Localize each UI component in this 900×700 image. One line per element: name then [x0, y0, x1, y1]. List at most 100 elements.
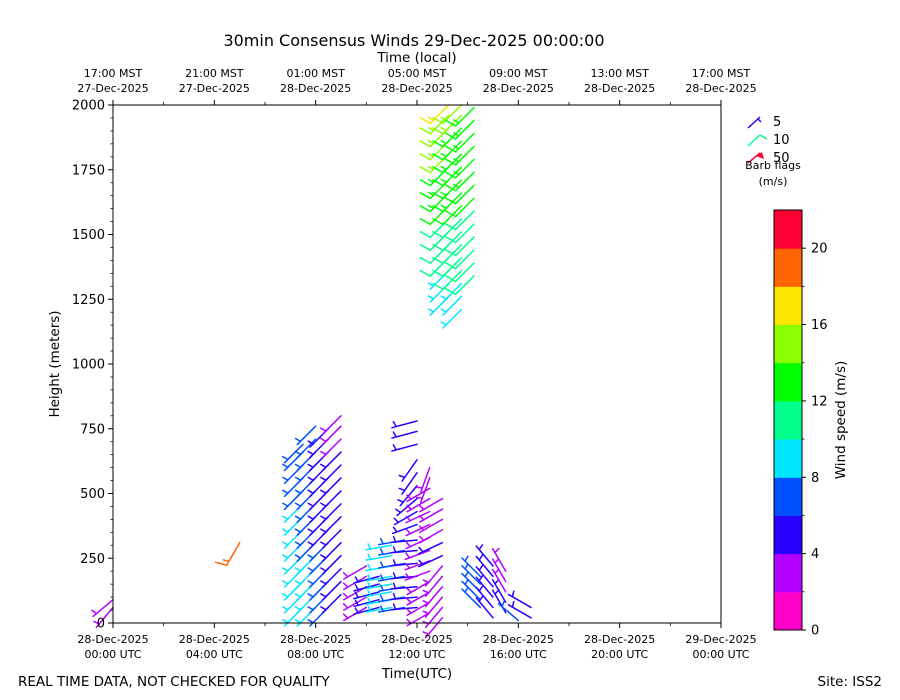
- wind-barb: [365, 574, 393, 582]
- wind-barb: [444, 171, 475, 192]
- wind-barb: [507, 590, 532, 609]
- legend-label: 10: [773, 133, 790, 148]
- barb-half-tick: [367, 574, 372, 581]
- x-top-tick-label-time: 05:00 MST: [388, 67, 447, 80]
- barb-half-tick: [342, 603, 349, 609]
- barb-half-tick: [282, 606, 289, 611]
- x-top-tick-label-time: 21:00 MST: [185, 67, 244, 80]
- x-tick-label-time: 12:00 UTC: [388, 648, 445, 661]
- wind-barb: [406, 601, 431, 617]
- wind-barb: [418, 554, 444, 568]
- wind-barb: [391, 443, 418, 452]
- wind-barb: [415, 477, 431, 504]
- barb-half-tick: [478, 575, 484, 582]
- barb-half-tick: [282, 541, 289, 546]
- barb-half-tick: [453, 183, 460, 189]
- wind-barb: [475, 595, 494, 619]
- wind-barb: [440, 308, 463, 329]
- barb-half-tick: [440, 204, 447, 210]
- wind-barb: [422, 565, 444, 587]
- wind-barb: [353, 583, 380, 592]
- barb-half-tick: [392, 603, 397, 611]
- barb-half-tick: [320, 606, 327, 611]
- barb-half-tick: [307, 554, 314, 559]
- wind-barb: [320, 490, 342, 511]
- barb-half-tick: [367, 589, 372, 597]
- barb-half-tick: [354, 584, 359, 591]
- wind-barb: [406, 580, 431, 596]
- wind-barb: [491, 547, 507, 572]
- barb-half-tick: [478, 595, 484, 603]
- barb-half-tick: [294, 606, 302, 611]
- wind-barb: [406, 497, 431, 513]
- wind-barb: [365, 605, 393, 613]
- wind-barb: [342, 565, 368, 580]
- barb-half-tick: [379, 548, 384, 555]
- barb-half-tick: [427, 126, 435, 132]
- x-top-tick-label-time: 17:00 MST: [692, 67, 751, 80]
- barb-half-tick: [440, 152, 447, 158]
- barb-half-tick: [440, 321, 447, 326]
- barb-half-tick: [282, 489, 289, 494]
- x-top-tick-label-time: 17:00 MST: [84, 67, 143, 80]
- barb-half-tick: [320, 476, 327, 481]
- barb-half-tick: [392, 582, 397, 590]
- wind-barb: [320, 451, 342, 472]
- wind-barb: [320, 593, 342, 614]
- barb-half-tick: [392, 420, 397, 428]
- legend-label: 50: [773, 151, 790, 166]
- x-tick-label-date: 29-Dec-2025: [685, 633, 756, 646]
- x-tick-label-time: 00:00 UTC: [84, 648, 141, 661]
- wind-barb: [444, 145, 475, 166]
- wind-barb: [444, 275, 475, 296]
- barb-half-tick: [307, 476, 314, 481]
- barb-full-tick: [419, 153, 432, 161]
- barb-full-tick: [444, 274, 457, 283]
- barb-half-tick: [422, 610, 430, 615]
- barb-staff: [454, 275, 475, 296]
- colorbar-segment: [774, 515, 802, 555]
- barb-half-tick: [354, 599, 359, 607]
- barb-half-tick: [440, 295, 447, 300]
- wind-barb: [404, 560, 431, 571]
- barb-half-tick: [453, 119, 460, 124]
- x-top-tick-label-date: 28-Dec-2025: [685, 82, 756, 95]
- barb-half-tick: [294, 463, 302, 469]
- barb-full-tick: [432, 282, 444, 290]
- barb-half-tick: [392, 526, 398, 533]
- wind-barb: [353, 591, 380, 600]
- y-tick-label: 2000: [72, 99, 105, 114]
- barb-full-tick: [432, 127, 444, 135]
- top-axis-title: Time (local): [376, 50, 456, 66]
- x-axis-label: Time(UTC): [381, 666, 452, 682]
- barb-half-tick: [379, 605, 384, 612]
- y-tick-label: 1000: [72, 358, 105, 373]
- barb-full-tick: [444, 184, 457, 192]
- barb-half-tick: [440, 178, 447, 184]
- barb-half-tick: [478, 585, 484, 592]
- barb-half-tick: [494, 547, 500, 554]
- barb-full-tick: [419, 230, 432, 239]
- legend-label: 5: [773, 115, 781, 130]
- colorbar-segment: [774, 248, 802, 287]
- barb-half-tick: [294, 502, 302, 507]
- barb-half-tick: [294, 528, 302, 533]
- x-top-tick-label-time: 09:00 MST: [489, 67, 548, 80]
- barb-full-tick: [419, 116, 432, 125]
- barb-full-tick: [419, 269, 432, 277]
- barb-half-tick: [478, 564, 484, 572]
- barb-full-tick: [419, 166, 432, 174]
- barb-half-tick: [320, 541, 327, 546]
- colorbar-segment: [774, 477, 802, 516]
- barb-half-tick: [282, 502, 289, 507]
- barb-half-tick: [405, 528, 411, 535]
- wind-barb: [406, 591, 431, 606]
- barb-half-tick: [367, 581, 372, 589]
- barb-staff: [454, 197, 475, 218]
- barb-full-tick: [444, 119, 457, 127]
- plot-background: [113, 105, 721, 623]
- barb-half-tick: [405, 562, 411, 569]
- barb-half-tick: [307, 567, 314, 572]
- barb-half-tick: [367, 543, 372, 550]
